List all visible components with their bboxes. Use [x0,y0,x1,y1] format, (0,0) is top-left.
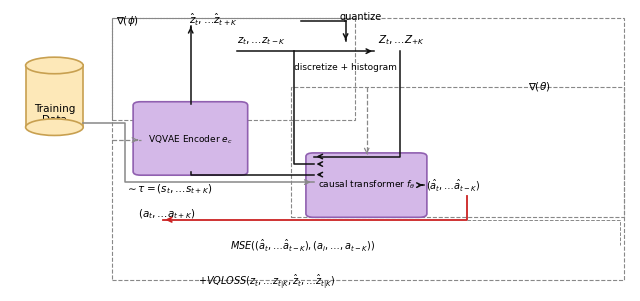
Text: $MSE((\hat{a}_t,\ldots\hat{a}_{t-K}),(a_i,\ldots,a_{t-K}))$: $MSE((\hat{a}_t,\ldots\hat{a}_{t-K}),(a_… [230,237,376,253]
Text: $Z_t,\ldots Z_{+K}$: $Z_t,\ldots Z_{+K}$ [378,33,424,47]
FancyBboxPatch shape [306,153,427,217]
Ellipse shape [26,119,83,135]
Text: causal transformer $f_\theta$: causal transformer $f_\theta$ [318,179,415,191]
Text: $(a_t,\ldots a_{t+K})$: $(a_t,\ldots a_{t+K})$ [138,207,195,221]
Text: $\hat{z}_t,\ldots\hat{z}_{t+K}$: $\hat{z}_t,\ldots\hat{z}_{t+K}$ [189,12,238,28]
Text: VQVAE Encoder $e_c$: VQVAE Encoder $e_c$ [148,134,233,146]
Bar [26,66,83,127]
Text: $\sim \tau = (s_t,\ldots s_{t+K})$: $\sim \tau = (s_t,\ldots s_{t+K})$ [125,183,212,197]
Ellipse shape [26,57,83,74]
Text: discretize + histogram: discretize + histogram [294,63,397,72]
Text: quantize: quantize [339,12,381,22]
FancyBboxPatch shape [133,102,248,175]
Text: $+VQLOSS(z_t,\ldots z_{t|K},\hat{z}_t,\ldots\hat{z}_{t|K})$: $+VQLOSS(z_t,\ldots z_{t|K},\hat{z}_t,\l… [198,272,336,290]
Text: $\nabla(\theta)$: $\nabla(\theta)$ [528,80,550,93]
Text: $(\hat{a}_t,\ldots\hat{a}_{t-K})$: $(\hat{a}_t,\ldots\hat{a}_{t-K})$ [426,177,480,193]
Text: Training
Data: Training Data [34,104,75,125]
Text: $z_t,\ldots z_{t-K}$: $z_t,\ldots z_{t-K}$ [237,35,285,47]
Text: $\nabla(\phi)$: $\nabla(\phi)$ [116,14,140,28]
